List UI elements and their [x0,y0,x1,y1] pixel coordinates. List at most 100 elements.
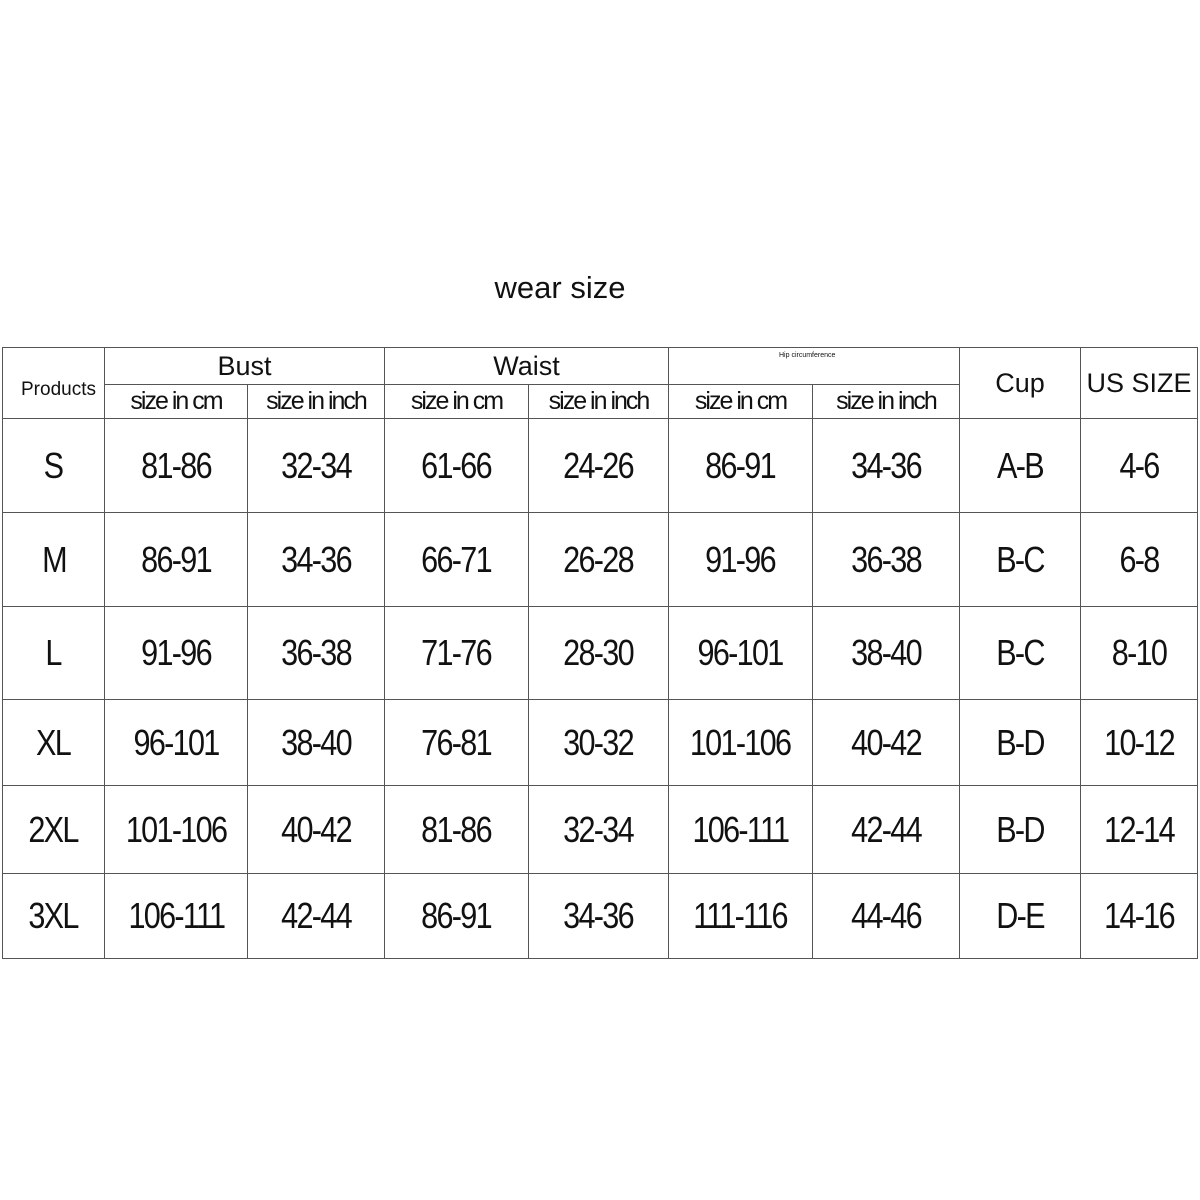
header-us-size: US SIZE [1080,347,1198,419]
cell-waist-cm: 61-66 [384,418,529,513]
cell-bust-inch: 42-44 [247,873,385,959]
cell-hip-inch: 42-44 [812,785,960,874]
cell-text: 24-26 [563,444,635,486]
cell-size: L [2,606,105,700]
cell-hip-cm: 101-106 [668,699,813,786]
cell-hip-cm: 111-116 [668,873,813,959]
cell-text: 40-42 [281,808,352,850]
header-bust-inch: size in inch [247,384,385,419]
cell-text: 96-101 [133,721,220,763]
cell-size: 3XL [2,873,105,959]
table-row: XL 96-101 38-40 76-81 30-32 101-106 40-42 B-D 10… [2,699,1198,786]
cell-hip-cm: 96-101 [668,606,813,700]
cell-hip-inch: 44-46 [812,873,960,959]
cell-hip-cm: 91-96 [668,512,813,607]
cell-waist-cm: 76-81 [384,699,529,786]
header-hip-cm: size in cm [668,384,813,419]
cell-text: A-B [997,444,1045,486]
cell-hip-cm: 86-91 [668,418,813,513]
cell-text: B-D [996,808,1045,850]
cell-size: XL [2,699,105,786]
size-table: Products Bust Waist Hip circumference Cu… [2,347,1198,959]
cell-waist-inch: 32-34 [528,785,669,874]
cell-text: 106-111 [692,808,791,850]
header-hip-inch: size in inch [812,384,960,419]
header-hip: Hip circumference [668,347,960,385]
cell-text: S [44,444,64,486]
cell-text: 111-116 [693,895,789,936]
cell-text: 44-46 [851,895,922,936]
cell-bust-cm: 106-111 [104,873,248,959]
cell-us-size: 8-10 [1080,606,1198,700]
cell-waist-inch: 30-32 [528,699,669,786]
cell-waist-inch: 28-30 [528,606,669,700]
cell-text: B-C [996,538,1045,580]
cell-text: 96-101 [697,632,785,673]
cell-bust-cm: 81-86 [104,418,248,513]
cell-text: 61-66 [421,444,493,486]
cell-waist-cm: 66-71 [384,512,529,607]
cell-us-size: 14-16 [1080,873,1198,959]
chart-title: wear size [494,270,626,305]
cell-cup: A-B [959,418,1081,513]
cell-size: 2XL [2,785,105,874]
cell-text: 81-86 [141,444,212,486]
cell-text: M [41,538,68,580]
cell-text: 36-38 [281,632,352,673]
cell-waist-cm: 86-91 [384,873,529,959]
cell-text: 28-30 [563,632,635,673]
cell-text: 101-106 [125,808,228,850]
cell-text: 32-34 [281,444,352,486]
cell-text: 2XL [28,808,80,850]
cell-text: 34-36 [563,895,635,936]
cell-text: 81-86 [421,808,493,850]
table-row: 3XL 106-111 42-44 86-91 34-36 111-116 44-46 D-E… [2,873,1198,959]
header-bust: Bust [104,347,385,385]
cell-waist-inch: 34-36 [528,873,669,959]
cell-bust-cm: 91-96 [104,606,248,700]
cell-text: 101-106 [690,721,792,763]
cell-text: 38-40 [851,632,922,673]
cell-waist-cm: 71-76 [384,606,529,700]
table-row: L 91-96 36-38 71-76 28-30 96-101 38-40 B-C 8-10 [2,606,1198,700]
cell-text: 14-16 [1104,895,1175,936]
cell-bust-inch: 38-40 [247,699,385,786]
cell-cup: B-C [959,512,1081,607]
table-row: S 81-86 32-34 61-66 24-26 86-91 34-36 A-B 4-6 [2,418,1198,513]
cell-text: 86-91 [421,895,493,936]
header-waist: Waist [384,347,669,385]
cell-text: 91-96 [141,632,212,673]
cell-text: 40-42 [851,721,922,763]
cell-text: 106-111 [128,895,226,936]
cell-cup: B-C [959,606,1081,700]
header-cup: Cup [959,347,1081,419]
cell-text: 4-6 [1119,444,1160,486]
cell-text: 91-96 [705,538,777,580]
cell-text: 8-10 [1111,632,1168,673]
cell-bust-inch: 34-36 [247,512,385,607]
cell-text: 38-40 [281,721,352,763]
cell-us-size: 12-14 [1080,785,1198,874]
cell-bust-cm: 101-106 [104,785,248,874]
table-row: M 86-91 34-36 66-71 26-28 91-96 36-38 B-C 6-8 [2,512,1198,607]
cell-us-size: 6-8 [1080,512,1198,607]
cell-bust-inch: 40-42 [247,785,385,874]
cell-text: 32-34 [563,808,635,850]
cell-us-size: 4-6 [1080,418,1198,513]
cell-text: 6-8 [1119,538,1160,580]
cell-text: L [45,632,63,673]
cell-bust-cm: 86-91 [104,512,248,607]
cell-waist-inch: 24-26 [528,418,669,513]
cell-text: 86-91 [141,538,212,580]
cell-us-size: 10-12 [1080,699,1198,786]
cell-text: D-E [996,895,1045,936]
cell-hip-inch: 34-36 [812,418,960,513]
cell-cup: B-D [959,785,1081,874]
cell-size: S [2,418,105,513]
cell-text: 42-44 [281,895,352,936]
cell-text: 10-12 [1104,721,1175,763]
cell-text: 36-38 [851,538,922,580]
cell-bust-cm: 96-101 [104,699,248,786]
cell-hip-inch: 38-40 [812,606,960,700]
